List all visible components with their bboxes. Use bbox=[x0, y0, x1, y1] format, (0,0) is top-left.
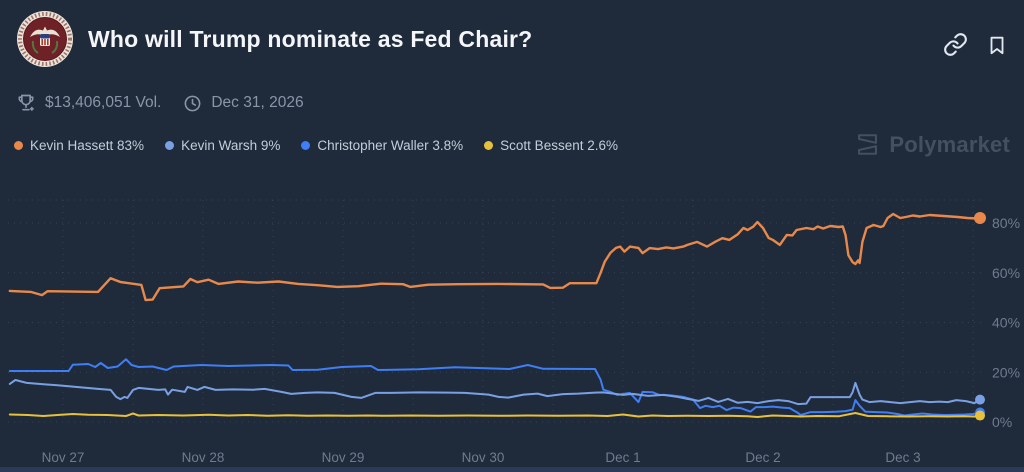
copy-link-icon[interactable] bbox=[943, 32, 968, 57]
legend-label: Kevin Warsh 9% bbox=[181, 138, 281, 153]
market-icon bbox=[17, 11, 73, 67]
y-axis-label: 80% bbox=[992, 215, 1020, 231]
volume-stat: $13,406,051 Vol. bbox=[45, 94, 162, 111]
y-axis-label: 20% bbox=[992, 364, 1020, 380]
x-axis-label: Nov 30 bbox=[462, 450, 505, 465]
polymarket-logo-icon bbox=[858, 134, 878, 155]
eagle-icon bbox=[30, 26, 60, 38]
x-axis-label: Dec 3 bbox=[885, 450, 920, 465]
series-end-dot-scott-bessent bbox=[975, 410, 985, 421]
series-line-kevin-hassett bbox=[8, 212, 982, 302]
bottom-bar bbox=[0, 467, 1024, 472]
series-line-christopher-waller bbox=[8, 358, 981, 417]
legend-item[interactable]: Christopher Waller 3.8% bbox=[301, 138, 463, 153]
y-axis-label: 60% bbox=[992, 265, 1020, 281]
polymarket-watermark: Polymarket bbox=[854, 131, 1010, 158]
legend-dot-icon bbox=[14, 141, 23, 150]
x-axis-label: Dec 2 bbox=[745, 450, 780, 465]
legend-item[interactable]: Kevin Hassett 83% bbox=[14, 138, 144, 153]
legend-dot-icon bbox=[165, 141, 175, 150]
legend-item[interactable]: Kevin Warsh 9% bbox=[165, 138, 280, 153]
page-title: Who will Trump nominate as Fed Chair? bbox=[88, 26, 533, 52]
series-end-dot-kevin-hassett bbox=[974, 212, 986, 225]
shield-icon bbox=[40, 34, 50, 46]
bookmark-icon[interactable] bbox=[986, 33, 1008, 57]
x-axis-label: Nov 28 bbox=[182, 450, 225, 465]
watermark-label: Polymarket bbox=[889, 131, 1010, 157]
x-axis-label: Dec 1 bbox=[605, 450, 640, 465]
trophy-icon bbox=[18, 94, 34, 111]
series-line-kevin-warsh bbox=[8, 379, 981, 406]
y-axis-label: 0% bbox=[992, 414, 1012, 430]
series-line-scott-bessent bbox=[8, 412, 981, 418]
clock-icon bbox=[184, 95, 201, 111]
legend-dot-icon bbox=[484, 141, 494, 150]
stats-row: $13,406,051 Vol. Dec 31, 2026 bbox=[16, 93, 304, 113]
end-date: Dec 31, 2026 bbox=[211, 94, 304, 111]
legend-label: Scott Bessent 2.6% bbox=[500, 138, 618, 153]
x-axis-label: Nov 27 bbox=[42, 450, 85, 465]
legend-label: Kevin Hassett 83% bbox=[30, 138, 145, 153]
legend-item[interactable]: Scott Bessent 2.6% bbox=[484, 138, 618, 153]
legend-label: Christopher Waller 3.8% bbox=[317, 138, 464, 153]
legend-dot-icon bbox=[301, 141, 311, 150]
chart-legend: Kevin Hassett 83% Kevin Warsh 9% Christoph… bbox=[14, 138, 618, 153]
series-end-dot-kevin-warsh bbox=[975, 394, 985, 405]
x-axis-label: Nov 29 bbox=[322, 450, 365, 465]
price-chart-canvas[interactable]: 80% 60% 40% 20% 0% Nov 27 Nov 28 Nov 29 Nov 30 De… bbox=[0, 170, 1024, 472]
y-axis-label: 40% bbox=[992, 315, 1020, 331]
